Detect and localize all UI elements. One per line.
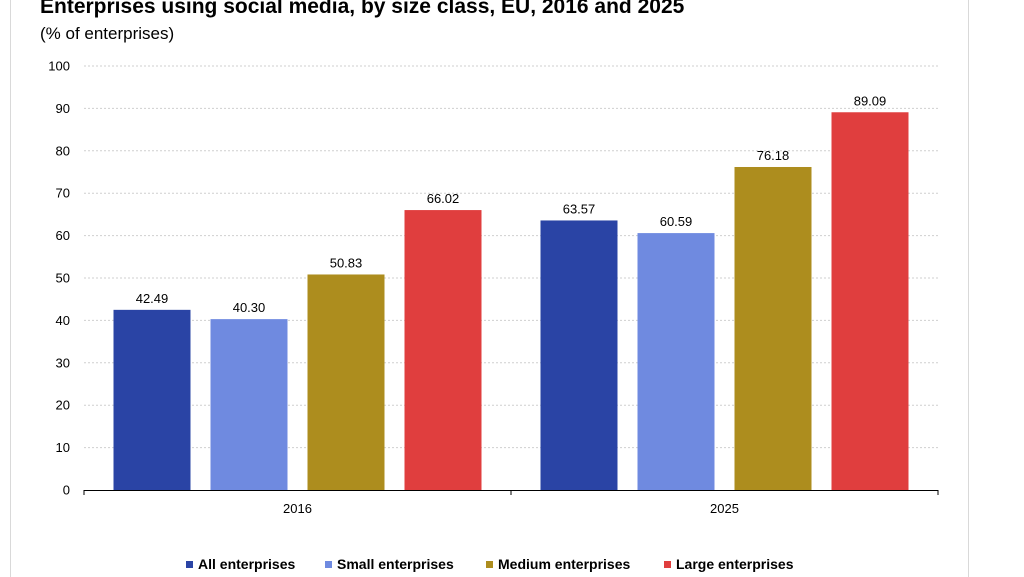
data-label: 76.18	[757, 148, 790, 163]
chart-subtitle: (% of enterprises)	[40, 24, 175, 43]
y-tick-label: 100	[48, 59, 70, 74]
data-label: 66.02	[427, 191, 460, 206]
bar-2016-all-enterprises	[113, 309, 191, 490]
bar-2025-large-enterprises	[831, 112, 909, 491]
x-category-label: 2016	[283, 501, 312, 516]
x-category-label: 2025	[710, 501, 739, 516]
legend-swatch	[664, 560, 671, 568]
legend-label: Large enterprises	[676, 556, 794, 572]
bar-2016-large-enterprises	[404, 210, 482, 490]
bar-2025-small-enterprises	[637, 233, 715, 491]
data-label: 42.49	[136, 291, 169, 306]
legend-item: Medium enterprises	[486, 556, 630, 572]
y-tick-label: 30	[56, 355, 70, 370]
data-label: 60.59	[660, 214, 693, 229]
y-tick-label: 60	[56, 228, 70, 243]
bar-2016-small-enterprises	[210, 319, 288, 490]
legend-label: Small enterprises	[337, 556, 454, 572]
y-tick-label: 10	[56, 440, 70, 455]
legend-swatch	[325, 560, 332, 568]
legend-swatch	[486, 560, 493, 568]
bar-2025-all-enterprises	[540, 220, 618, 490]
legend-item: Small enterprises	[325, 556, 454, 572]
y-tick-label: 40	[56, 313, 70, 328]
y-tick-label: 90	[56, 101, 70, 116]
chart-title: Enterprises using social media, by size …	[40, 0, 685, 18]
data-label: 89.09	[854, 93, 887, 108]
frame-border-left	[10, 0, 11, 577]
bar-2025-medium-enterprises	[734, 166, 812, 490]
legend-swatch	[186, 560, 193, 568]
data-label: 63.57	[563, 201, 596, 216]
legend-item: All enterprises	[186, 556, 295, 572]
data-label: 50.83	[330, 255, 363, 270]
y-tick-label: 0	[63, 483, 70, 498]
bar-2016-medium-enterprises	[307, 274, 385, 490]
data-label: 40.30	[233, 300, 266, 315]
y-tick-label: 20	[56, 398, 70, 413]
y-tick-label: 50	[56, 271, 70, 286]
legend-label: Medium enterprises	[498, 556, 631, 572]
chart-legend: All enterprises Small enterprises Medium e…	[0, 556, 1024, 574]
legend-item: Large enterprises	[664, 556, 794, 572]
y-tick-label: 80	[56, 143, 70, 158]
y-tick-label: 70	[56, 186, 70, 201]
legend-label: All enterprises	[198, 556, 296, 572]
frame-border-right	[968, 0, 969, 577]
